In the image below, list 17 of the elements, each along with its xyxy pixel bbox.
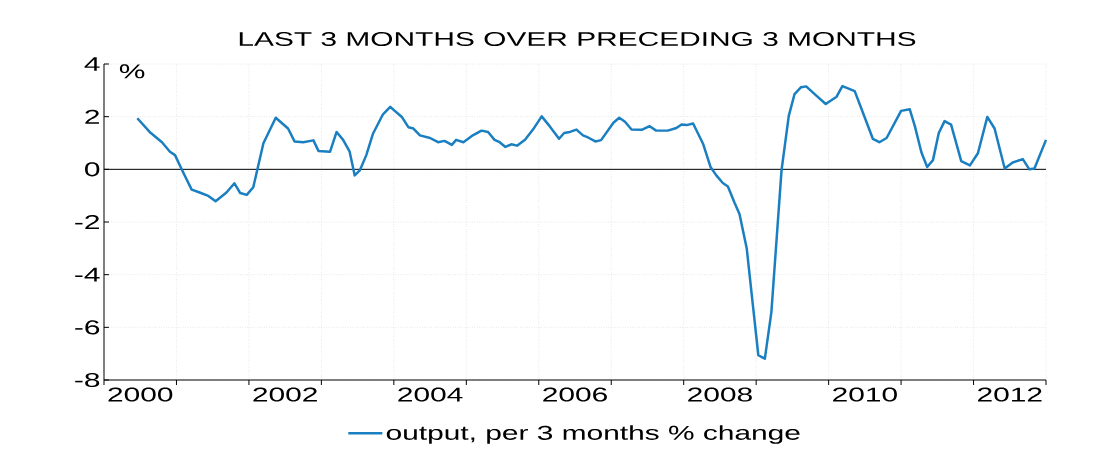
- y-axis-title: %: [119, 64, 145, 79]
- x-tick-label: 2010: [833, 387, 897, 402]
- x-tick-label: 2000: [108, 387, 173, 402]
- y-tick-label: -6: [75, 320, 100, 335]
- y-tick-label: -2: [75, 215, 99, 229]
- x-tick-label: 2008: [688, 387, 752, 402]
- legend-label: output, per 3 months % change: [386, 425, 800, 444]
- x-tick-label: 2002: [253, 387, 317, 402]
- x-tick-label: 2004: [398, 387, 463, 402]
- y-tick-label: 0: [85, 162, 100, 177]
- chart-title: LAST 3 MONTHS OVER PRECEDING 3 MONTHS: [239, 31, 916, 47]
- x-tick-label: 2006: [543, 387, 607, 402]
- y-tick-label: 2: [85, 109, 99, 124]
- y-tick-label: 4: [84, 57, 100, 71]
- y-tick-label: -8: [75, 372, 100, 388]
- y-tick-label: -4: [75, 267, 100, 282]
- x-tick-label: 2012: [978, 387, 1042, 402]
